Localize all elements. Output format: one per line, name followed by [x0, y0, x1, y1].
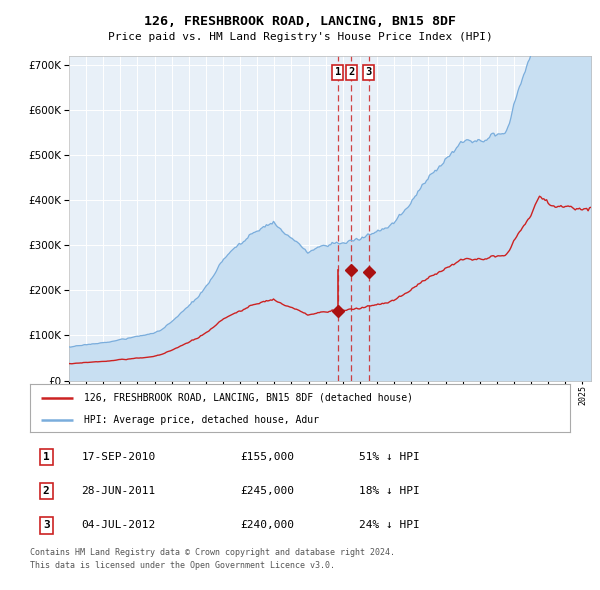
Text: £240,000: £240,000: [241, 520, 295, 530]
Text: 126, FRESHBROOK ROAD, LANCING, BN15 8DF: 126, FRESHBROOK ROAD, LANCING, BN15 8DF: [144, 15, 456, 28]
Text: 51% ↓ HPI: 51% ↓ HPI: [359, 453, 420, 462]
Text: 126, FRESHBROOK ROAD, LANCING, BN15 8DF (detached house): 126, FRESHBROOK ROAD, LANCING, BN15 8DF …: [84, 392, 413, 402]
Text: £155,000: £155,000: [241, 453, 295, 462]
Text: 2: 2: [43, 486, 50, 496]
Text: 2: 2: [348, 67, 355, 77]
Text: 3: 3: [365, 67, 372, 77]
Text: 24% ↓ HPI: 24% ↓ HPI: [359, 520, 420, 530]
Text: 1: 1: [335, 67, 341, 77]
Text: 1: 1: [43, 453, 50, 462]
Text: HPI: Average price, detached house, Adur: HPI: Average price, detached house, Adur: [84, 415, 319, 425]
Text: 3: 3: [43, 520, 50, 530]
Text: Price paid vs. HM Land Registry's House Price Index (HPI): Price paid vs. HM Land Registry's House …: [107, 32, 493, 42]
Text: This data is licensed under the Open Government Licence v3.0.: This data is licensed under the Open Gov…: [30, 560, 335, 569]
Text: 28-JUN-2011: 28-JUN-2011: [82, 486, 155, 496]
Text: 17-SEP-2010: 17-SEP-2010: [82, 453, 155, 462]
Text: Contains HM Land Registry data © Crown copyright and database right 2024.: Contains HM Land Registry data © Crown c…: [30, 548, 395, 556]
Text: 18% ↓ HPI: 18% ↓ HPI: [359, 486, 420, 496]
Text: 04-JUL-2012: 04-JUL-2012: [82, 520, 155, 530]
Text: £245,000: £245,000: [241, 486, 295, 496]
